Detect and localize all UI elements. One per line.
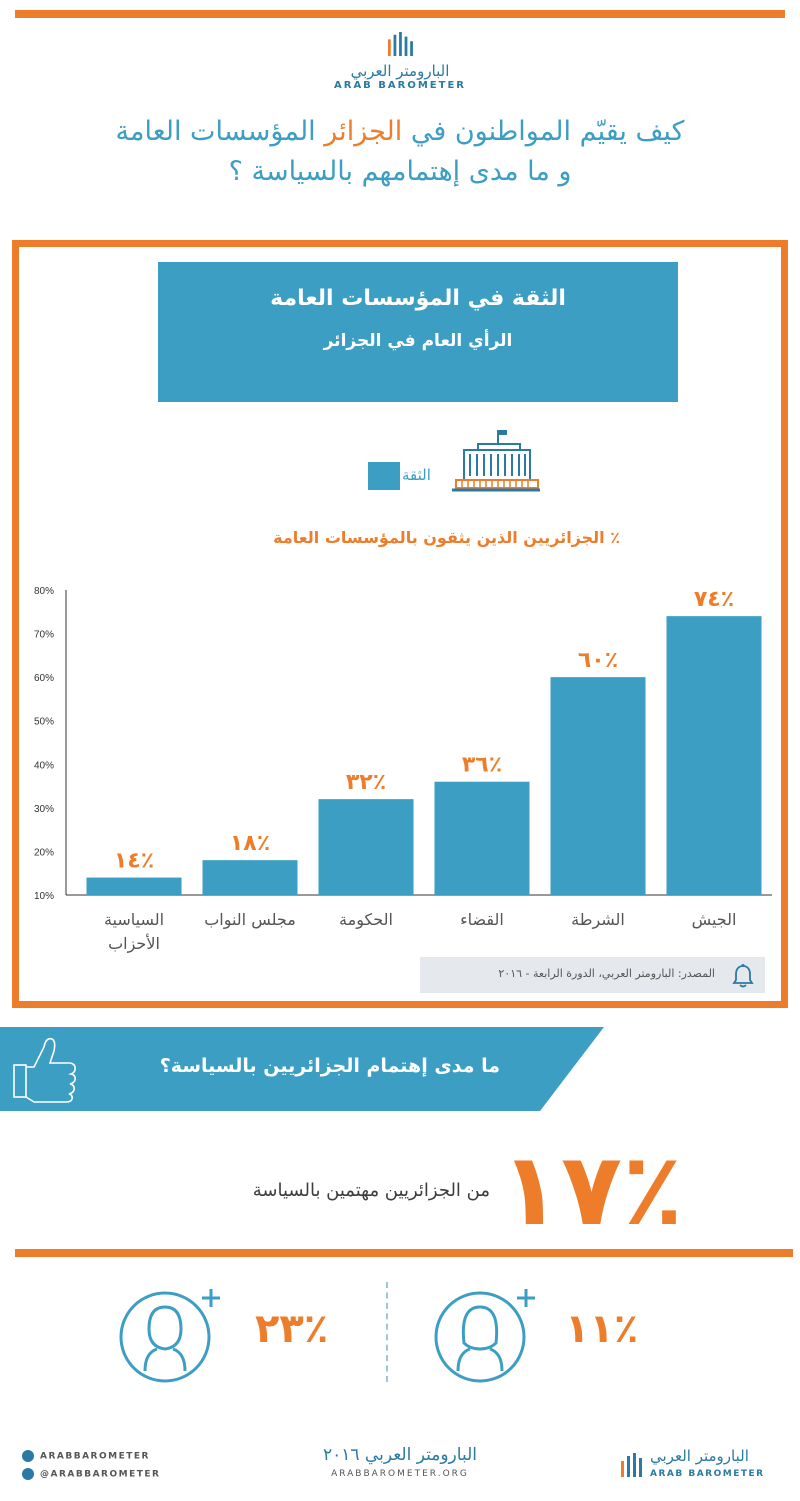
- bar-data-label: ١٨٪: [230, 831, 270, 856]
- chart-bar: [318, 799, 414, 895]
- source-box: المصدر: البارومتر العربي، الدورة الرابعة…: [420, 957, 765, 993]
- y-tick-label: 80%: [34, 586, 54, 597]
- x-category-label: الحكومة: [339, 910, 393, 930]
- legend-swatch: [368, 462, 400, 490]
- logo-arabic-text: البارومتر العربي: [350, 62, 450, 80]
- chart-bar: [202, 860, 298, 895]
- footer-url[interactable]: ARABBAROMETER.ORG: [331, 1469, 469, 1479]
- source-text: المصدر: البارومتر العربي، الدورة الرابعة…: [498, 967, 715, 980]
- footer-logo-bars-icon: [621, 1453, 642, 1477]
- x-category-label: الجيش: [692, 910, 737, 930]
- bar-data-label: ١٤٪: [114, 849, 154, 874]
- interest-banner-shape: [0, 1027, 604, 1111]
- y-tick-label: 40%: [34, 760, 54, 771]
- twitter-handle[interactable]: @ARABBAROMETER: [22, 1468, 160, 1480]
- chart-title: الثقة في المؤسسات العامة: [270, 286, 566, 311]
- y-tick-label: 60%: [34, 673, 54, 684]
- y-tick-label: 30%: [34, 804, 54, 815]
- facebook-handle[interactable]: ARABBAROMETER: [22, 1450, 150, 1462]
- x-category-label: السياسية: [104, 910, 164, 929]
- headline-part-a: كيف يقيّم المواطنون في: [402, 116, 685, 147]
- footer-center-title: البارومتر العربي ٢٠١٦: [323, 1445, 477, 1465]
- chart-box-subtitle: الرأي العام في الجزائر: [323, 331, 513, 351]
- chart-frame: [12, 240, 788, 1008]
- twitter-icon: [22, 1468, 34, 1480]
- chart-bar: [550, 677, 646, 895]
- middle-accent-bar: [15, 1249, 793, 1257]
- interest-percentage: ١٧٪: [500, 1131, 684, 1248]
- chart-subtitle: ٪ الجزائريين الذين يثقون بالمؤسسات العام…: [273, 528, 620, 547]
- chart-title-box: الثقة في المؤسسات العامة الرأي العام في …: [158, 262, 678, 402]
- bar-data-label: ٣٦٪: [462, 753, 502, 778]
- y-tick-label: 10%: [34, 891, 54, 902]
- chart-bar: [86, 877, 182, 895]
- x-category-label: القضاء: [460, 910, 504, 929]
- footer-center: البارومتر العربي ٢٠١٦ ARABBAROMETER.ORG: [280, 1445, 520, 1479]
- female-percentage: ١١٪: [565, 1306, 639, 1352]
- bar-data-label: ٣٢٪: [346, 770, 386, 795]
- bar-data-label: ٦٠٪: [578, 648, 618, 673]
- logo-english-text: ARAB BAROMETER: [334, 80, 466, 91]
- chart-bar: [434, 781, 530, 895]
- gender-divider: [386, 1282, 388, 1382]
- facebook-handle-text: ARABBAROMETER: [40, 1451, 150, 1462]
- chart-legend: الثقة: [360, 430, 550, 508]
- headline-highlight-country: الجزائر: [324, 116, 403, 147]
- thumbs-up-icon: [13, 1037, 76, 1103]
- y-tick-label: 50%: [34, 717, 54, 728]
- y-tick-label: 20%: [34, 847, 54, 858]
- header-logo: البارومتر العربي ARAB BAROMETER: [300, 32, 500, 102]
- headline-line-2: و ما مدى إهتمامهم بالسياسة ؟: [228, 156, 572, 187]
- interest-banner-text: ما مدى إهتمام الجزائريين بالسياسة؟: [159, 1055, 500, 1077]
- male-percentage: ٢٣٪: [255, 1306, 329, 1352]
- x-category-label: الشرطة: [571, 910, 625, 930]
- x-category-label: مجلس النواب: [204, 910, 296, 930]
- x-category-label: الأحزاب: [108, 933, 160, 954]
- bell-icon: [732, 964, 754, 988]
- male-user-icon: [119, 1289, 220, 1383]
- twitter-handle-text: @ARABBAROMETER: [40, 1469, 161, 1480]
- government-building-icon: [452, 430, 540, 492]
- facebook-icon: [22, 1450, 34, 1462]
- page-headline: كيف يقيّم المواطنون في الجزائر المؤسسات …: [60, 112, 740, 192]
- top-accent-bar: [15, 10, 785, 18]
- interest-caption: من الجزائريين مهتمين بالسياسة: [252, 1180, 490, 1201]
- footer-logo: البارومتر العربي ARAB BAROMETER: [620, 1447, 790, 1487]
- female-user-icon: [434, 1289, 535, 1383]
- headline-line-1: كيف يقيّم المواطنون في الجزائر المؤسسات …: [60, 112, 740, 152]
- chart-bar: [666, 616, 762, 895]
- logo-bars-icon: [388, 32, 413, 56]
- trust-bar-chart: 10% 20% 30% 40% 50% 60% 70% 80% ١٤٪ السياسية الأحز…: [34, 586, 772, 954]
- legend-label: الثقة: [402, 466, 431, 484]
- headline-part-b: المؤسسات العامة: [115, 116, 325, 147]
- footer-logo-english: ARAB BAROMETER: [650, 1469, 765, 1479]
- bar-data-label: ٧٤٪: [694, 587, 734, 612]
- footer-logo-arabic: البارومتر العربي: [650, 1447, 749, 1465]
- y-tick-label: 70%: [34, 630, 54, 641]
